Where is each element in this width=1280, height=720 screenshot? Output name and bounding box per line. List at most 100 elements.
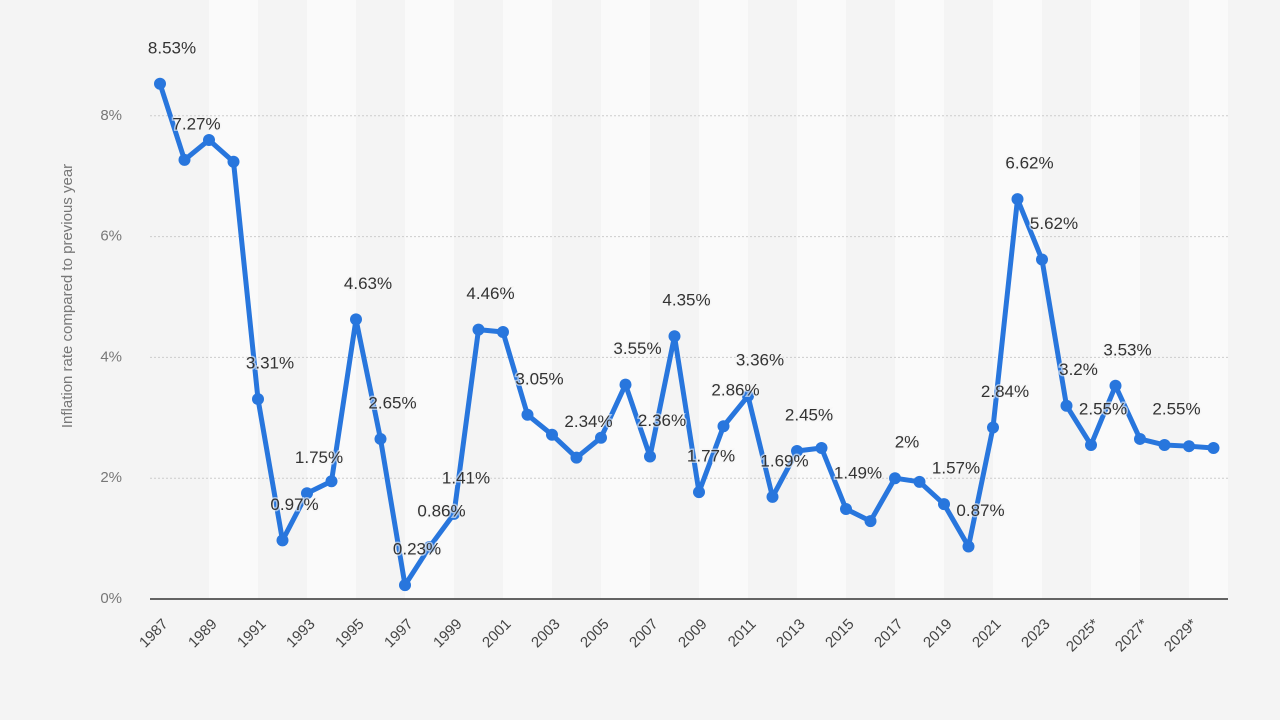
data-label: 7.27% [172,114,220,133]
band [209,0,258,599]
data-label: 0.97% [270,495,318,514]
point [301,487,313,500]
band [993,0,1042,599]
point [889,472,901,485]
point [644,450,656,463]
point [203,133,215,146]
x-tick-label: 1999 [430,616,466,652]
x-tick-label: 2005 [577,616,613,652]
point [717,420,730,433]
point [962,540,975,553]
data-label: 2.36% [638,411,686,430]
data-label: 3.2% [1059,360,1098,379]
point [693,486,705,499]
data-label: 2.45% [785,406,833,425]
x-tick-label: 1987 [136,616,172,652]
band [601,0,650,599]
point [448,507,460,520]
point [546,428,558,441]
point [1183,440,1195,453]
band [797,0,846,599]
data-label: 5.62% [1030,214,1078,233]
x-tick-label: 2027* [1112,616,1152,656]
x-tick-label: 2007 [626,616,662,652]
data-label: 3.36% [736,351,784,370]
point [252,393,264,406]
point [1158,438,1171,451]
data-label: 3.53% [1103,340,1151,359]
data-label: 4.46% [466,284,514,303]
point [521,408,534,421]
data-label: 3.31% [246,354,294,373]
data-label: 1.57% [932,459,980,478]
y-tick-label: 8% [100,107,122,124]
point [1060,399,1073,412]
point [913,475,926,488]
x-tick-label: 2011 [725,616,760,651]
data-label: 3.55% [613,339,661,358]
point [987,421,999,434]
data-label: 2% [895,433,920,452]
y-axis-title: Inflation rate compared to previous year [59,164,76,428]
x-tick-label: 1991 [234,616,270,652]
x-tick-label: 1995 [332,616,368,652]
data-label: 2.65% [368,393,416,412]
point [791,445,803,458]
data-label: 2.55% [1152,399,1200,418]
point [570,451,583,464]
point [472,323,485,336]
y-tick-label: 4% [100,348,122,365]
data-label: 3.05% [515,369,563,388]
data-label: 0.86% [417,502,465,521]
point [227,155,240,168]
point [619,378,632,391]
band [503,0,552,599]
point [374,432,387,445]
point [742,390,754,403]
point [668,330,681,343]
data-label: 2.55% [1079,399,1127,418]
point [1207,442,1220,454]
x-tick-label: 2001 [479,616,515,652]
y-tick-label: 6% [100,228,122,245]
point [497,326,509,339]
point [1011,193,1024,206]
band [1091,0,1140,599]
point [178,153,191,166]
data-label: 1.69% [760,451,808,470]
data-label: 1.75% [295,448,343,467]
y-tick-label: 2% [100,469,122,486]
data-label: 0.87% [956,501,1004,520]
x-tick-label: 2019 [920,616,956,652]
data-label: 6.62% [1005,154,1053,173]
y-tick-label: 10% [92,0,122,3]
point [864,515,877,528]
band [895,0,944,599]
data-label: 2.84% [981,382,1029,401]
data-label: 2.34% [564,412,612,431]
data-label: 1.49% [834,463,882,482]
data-label: 8.53% [148,38,196,57]
point [766,490,779,503]
band [307,0,356,599]
x-tick-label: 1993 [283,616,319,652]
point [938,498,950,511]
x-tick-label: 1989 [185,616,221,652]
band [405,0,454,599]
point [1134,432,1146,445]
y-tick-label: 0% [100,590,122,607]
point [815,442,828,454]
x-tick-label: 2021 [969,616,1005,652]
data-label: 4.35% [662,291,710,310]
x-tick-label: 2003 [528,616,564,652]
x-tick-label: 2017 [871,616,907,652]
point [350,313,362,326]
point [423,541,436,554]
band [1189,0,1228,599]
point [1109,379,1122,392]
point [1085,438,1097,451]
line [157,83,1214,588]
data-label: 2.86% [711,381,759,400]
x-tick-label: 2029* [1161,616,1201,656]
